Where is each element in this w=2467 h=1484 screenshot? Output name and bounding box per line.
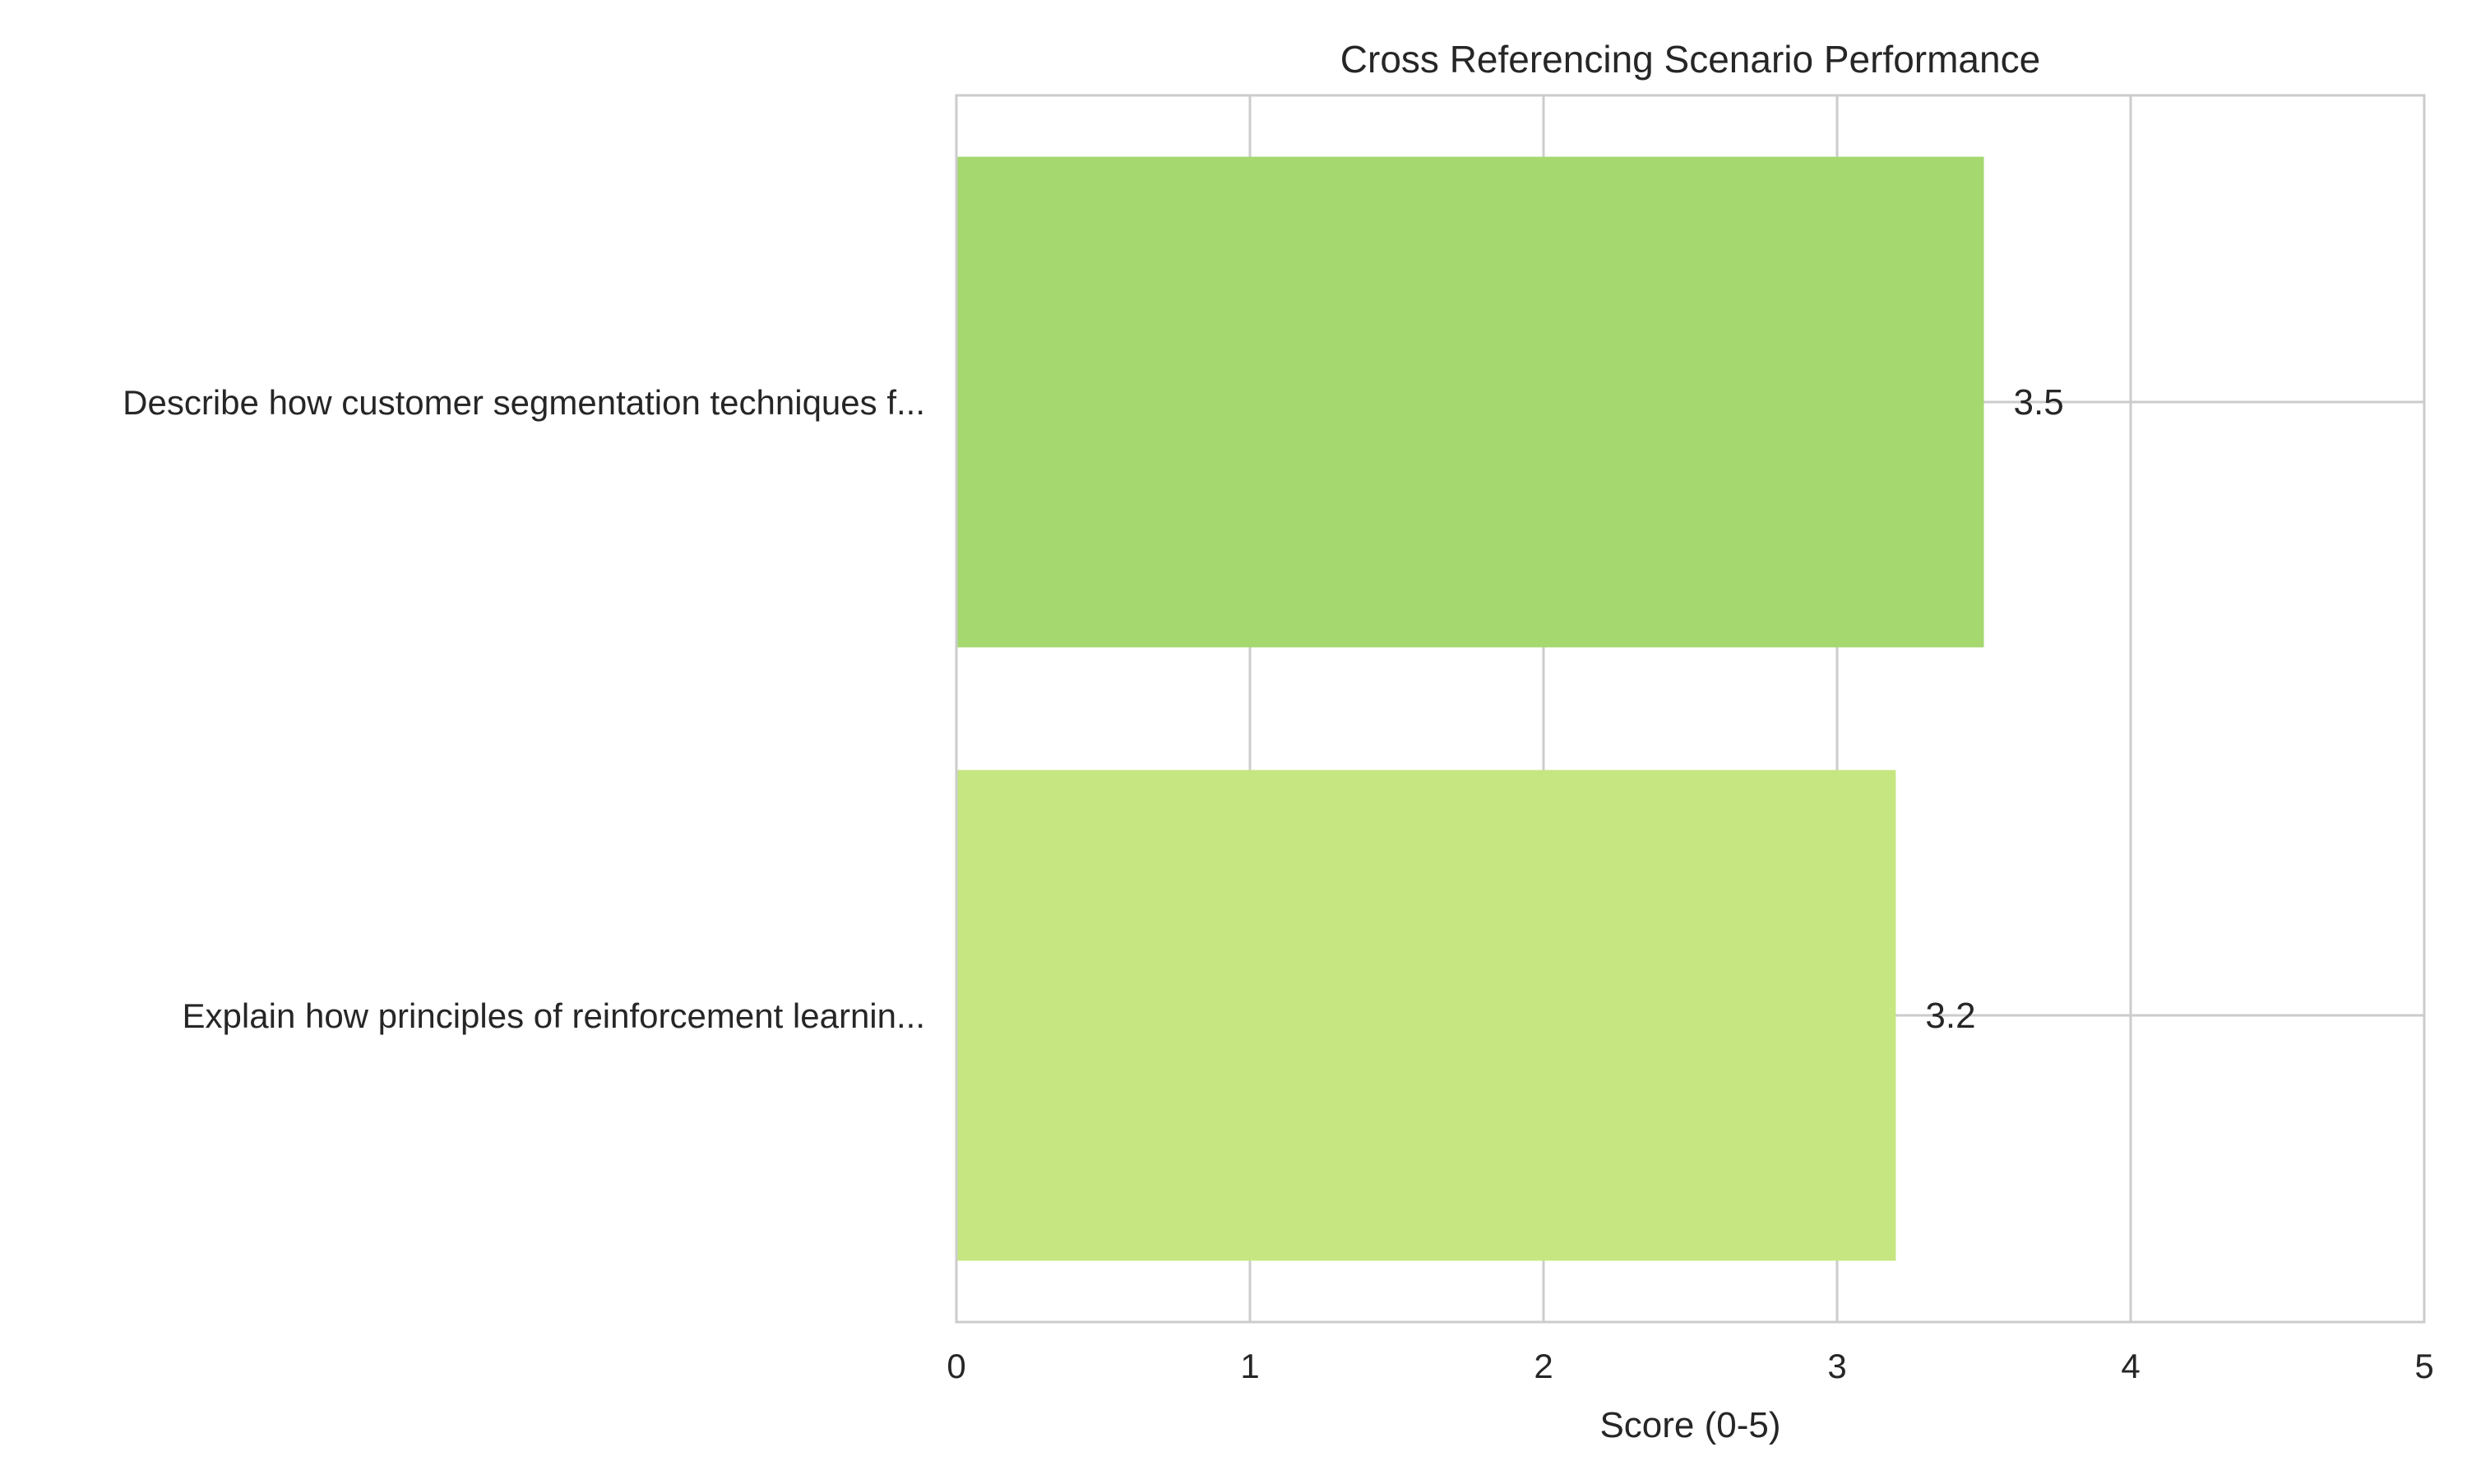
bar-value-label: 3.2 [1925, 996, 1975, 1036]
y-tick-label: Explain how principles of reinforcement … [183, 996, 925, 1035]
bar [956, 770, 1896, 1261]
x-tick-label: 4 [2121, 1347, 2140, 1385]
bar-layer [956, 156, 1984, 1261]
x-tick-label: 0 [947, 1347, 965, 1385]
bar [956, 156, 1984, 648]
x-axis-label: Score (0-5) [1599, 1405, 1780, 1445]
bar-value-label: 3.5 [2014, 382, 2064, 423]
label-layer: 0 1 2 3 4 5 3.5 Describe how customer segmentat… [123, 382, 2434, 1385]
x-tick-label: 2 [1534, 1347, 1553, 1385]
chart-title: Cross Referencing Scenario Performance [1340, 38, 2040, 81]
x-tick-label: 5 [2414, 1347, 2433, 1385]
plot-frame [955, 94, 2426, 1324]
y-tick-label: Describe how customer segmentation techn… [123, 383, 925, 422]
x-tick-label: 1 [1240, 1347, 1259, 1385]
x-tick-label: 3 [1827, 1347, 1846, 1385]
